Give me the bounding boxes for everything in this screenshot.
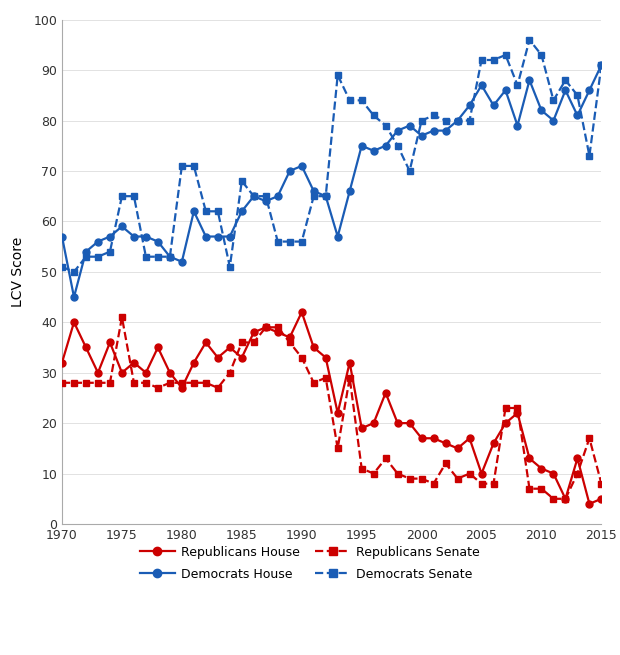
Y-axis label: LCV Score: LCV Score bbox=[11, 236, 25, 307]
Text: Source:  League of Conservation Voters: Source: League of Conservation Voters bbox=[7, 632, 241, 645]
Legend: Republicans House, Democrats House, Republicans Senate, Democrats Senate: Republicans House, Democrats House, Repu… bbox=[140, 546, 480, 581]
